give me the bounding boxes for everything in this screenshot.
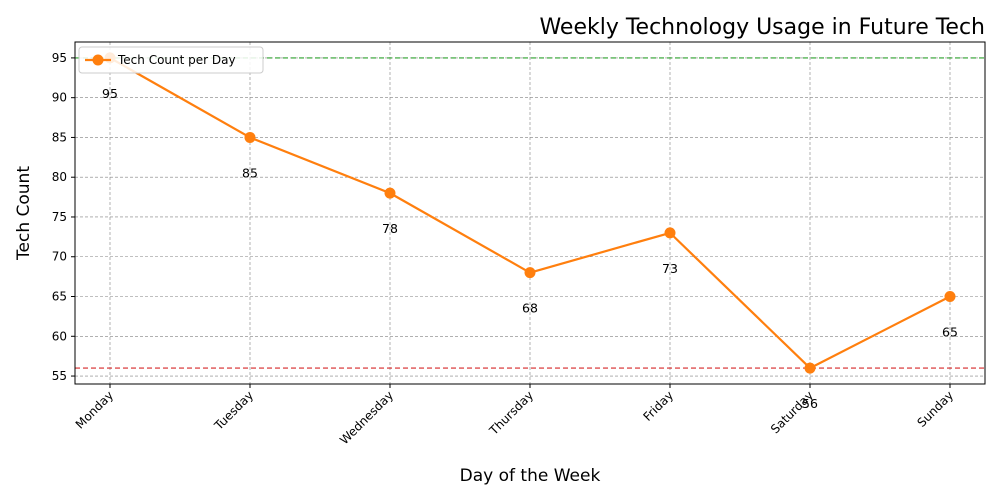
legend-label: Tech Count per Day (117, 53, 236, 67)
chart-title: Weekly Technology Usage in Future Tech (539, 15, 985, 40)
data-point (524, 267, 536, 279)
data-label: 85 (242, 165, 258, 180)
y-tick-label: 75 (52, 210, 67, 224)
x-axis-label: Day of the Week (460, 466, 601, 486)
legend-box (78, 46, 264, 74)
y-tick-label: 60 (52, 329, 67, 343)
data-labels: 95 85 78 68 73 56 65 (102, 86, 958, 411)
data-point (384, 187, 396, 199)
legend-point-marker (92, 54, 104, 66)
data-point (664, 227, 676, 239)
y-tick-label: 55 (52, 369, 67, 383)
data-label: 78 (382, 221, 398, 236)
y-axis-label: Tech Count (14, 166, 34, 261)
y-tick-label: 90 (52, 91, 67, 105)
data-point (804, 362, 816, 374)
y-tick-label: 95 (52, 51, 67, 65)
data-point (244, 131, 256, 143)
y-tick-label: 70 (52, 250, 67, 264)
data-label: 95 (102, 86, 118, 101)
data-label: 56 (802, 396, 818, 411)
legend: Tech Count per Day (78, 46, 264, 74)
data-label: 73 (662, 261, 678, 276)
data-point (944, 291, 956, 303)
y-tick-label: 80 (52, 170, 67, 184)
data-label: 68 (522, 301, 538, 316)
y-axis-ticks: 55 60 65 70 75 80 85 90 95 (52, 51, 75, 383)
y-tick-label: 65 (52, 290, 67, 304)
y-tick-label: 85 (52, 130, 67, 144)
data-label: 65 (942, 325, 958, 340)
